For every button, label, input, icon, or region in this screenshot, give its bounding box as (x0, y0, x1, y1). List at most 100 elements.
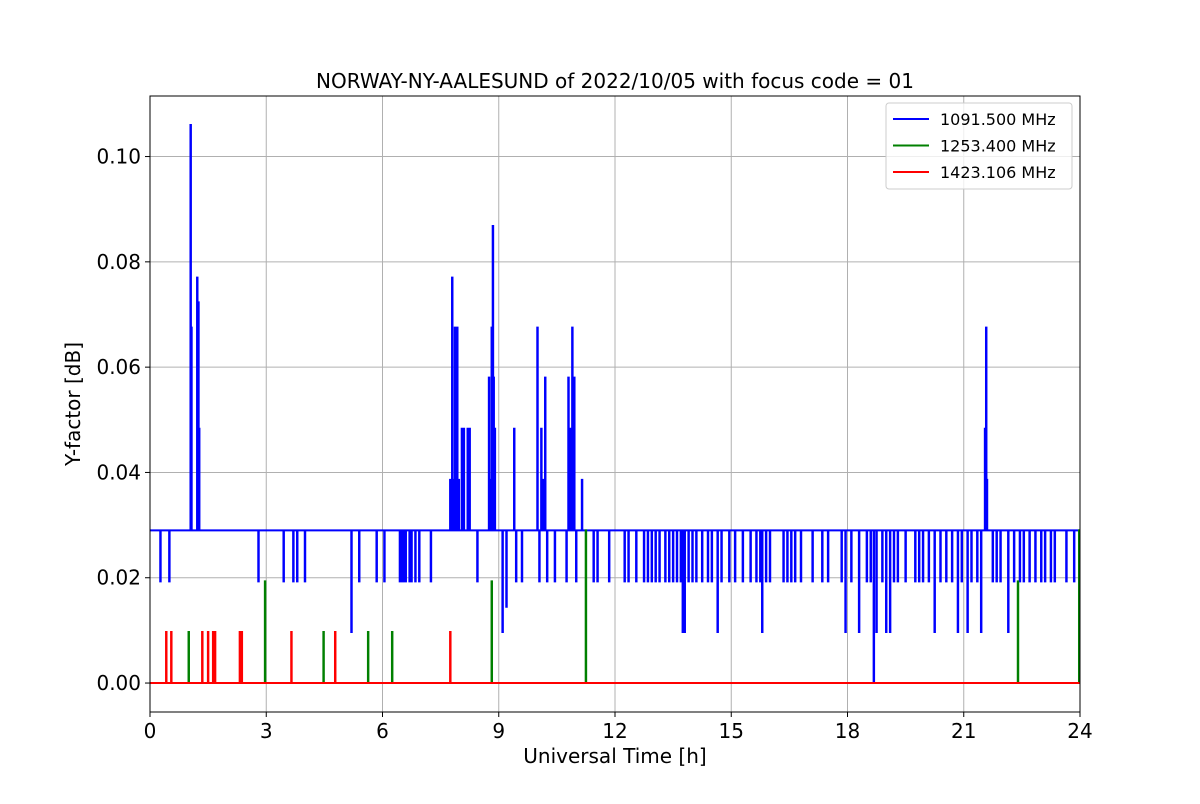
data-point (742, 580, 744, 582)
data-point (1044, 580, 1046, 582)
data-point (1007, 631, 1009, 633)
data-point (870, 580, 872, 582)
data-point (858, 631, 860, 633)
y-tick-label: 0.04 (96, 460, 141, 484)
data-point (159, 580, 161, 582)
data-point (643, 580, 645, 582)
data-point (418, 580, 420, 582)
data-point (449, 479, 451, 481)
data-point (749, 580, 751, 582)
y-axis-label: Y-factor [dB] (61, 342, 85, 467)
chart-title: NORWAY-NY-AALESUND of 2022/10/05 with fo… (316, 69, 914, 93)
y-tick-label: 0.00 (96, 671, 141, 695)
data-point (1065, 580, 1067, 582)
data-point (567, 376, 569, 378)
series-line-1091-500-mhz (150, 123, 1080, 685)
data-point (189, 124, 191, 126)
data-point (538, 580, 540, 582)
data-point (1034, 580, 1036, 582)
data-point (664, 580, 666, 582)
series-line-1253-400-mhz (150, 529, 1081, 685)
data-point (687, 580, 689, 582)
data-point (1073, 580, 1075, 582)
data-point (1050, 580, 1052, 582)
data-point (391, 631, 393, 633)
data-point (755, 580, 757, 582)
x-axis: 0 3 6 9 12 15 18 21 24 (144, 712, 1093, 743)
data-point (844, 631, 846, 633)
data-point (711, 580, 713, 582)
data-point (794, 580, 796, 582)
data-point (451, 276, 453, 278)
data-point (966, 631, 968, 633)
data-point (410, 580, 412, 582)
x-tick-label: 24 (1067, 719, 1092, 743)
series-line-1423-106-mhz (150, 630, 1080, 685)
data-point (986, 479, 988, 481)
data-point (505, 606, 507, 608)
data-point (1054, 580, 1056, 582)
data-point (961, 580, 963, 582)
data-point (168, 580, 170, 582)
data-point (585, 529, 587, 531)
legend: 1091.500 MHz 1253.400 MHz 1423.106 MHz (885, 102, 1073, 190)
data-point (734, 580, 736, 582)
data-point (282, 580, 284, 582)
data-point (881, 580, 883, 582)
data-point (885, 631, 887, 633)
data-point (430, 580, 432, 582)
data-point (571, 326, 573, 328)
data-point (970, 580, 972, 582)
x-axis-label: Universal Time [h] (523, 744, 706, 768)
data-point (658, 580, 660, 582)
data-point (165, 631, 167, 633)
data-point (985, 326, 987, 328)
data-point (405, 580, 407, 582)
data-point (292, 580, 294, 582)
data-point (170, 631, 172, 633)
data-point (198, 428, 200, 430)
data-point (850, 580, 852, 582)
data-point (196, 276, 198, 278)
data-point (290, 631, 292, 633)
data-point (992, 580, 994, 582)
data-point (759, 580, 761, 582)
data-point (488, 376, 490, 378)
data-point (980, 631, 982, 633)
data-point (897, 580, 899, 582)
data-point (999, 580, 1001, 582)
data-point (350, 631, 352, 633)
data-point (304, 580, 306, 582)
x-tick-label: 9 (492, 719, 505, 743)
data-point (257, 580, 259, 582)
data-point (608, 580, 610, 582)
data-point (476, 580, 478, 582)
data-point (684, 631, 686, 633)
data-point (515, 580, 517, 582)
data-point (761, 631, 763, 633)
data-point (322, 631, 324, 633)
data-point (207, 631, 209, 633)
data-point (695, 580, 697, 582)
legend-label: 1091.500 MHz (940, 110, 1056, 129)
y-tick-label: 0.08 (96, 250, 141, 274)
data-point (264, 580, 266, 582)
data-point (540, 428, 542, 430)
data-point (691, 580, 693, 582)
legend-label: 1423.106 MHz (940, 163, 1056, 182)
data-point (922, 580, 924, 582)
data-point (501, 631, 503, 633)
data-point (701, 580, 703, 582)
data-point (468, 428, 470, 430)
data-point (827, 580, 829, 582)
data-point (866, 580, 868, 582)
data-point (575, 580, 577, 582)
data-point (1013, 580, 1015, 582)
data-point (893, 580, 895, 582)
data-point (904, 580, 906, 582)
data-point (984, 428, 986, 430)
data-point (191, 529, 193, 531)
data-point (627, 580, 629, 582)
data-point (668, 580, 670, 582)
data-point (928, 580, 930, 582)
